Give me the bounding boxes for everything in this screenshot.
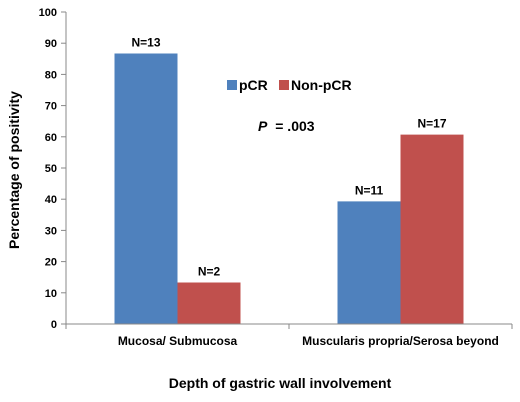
legend-swatch-pcr — [227, 80, 237, 90]
p-value-annotation: P = .003 — [258, 118, 315, 134]
y-tick-label-20: 20 — [45, 257, 57, 269]
legend-label-pcr: pCR — [239, 77, 268, 93]
x-tick-label-1: Mucosa/ Submucosa — [118, 334, 238, 348]
y-tick-label-0: 0 — [51, 319, 57, 331]
y-tick-label-70: 70 — [45, 101, 57, 113]
legend: pCR Non-pCR — [227, 77, 352, 93]
y-tick-label-100: 100 — [39, 7, 57, 19]
y-tick-label-80: 80 — [45, 69, 57, 81]
data-label-non-pcr-1: N=2 — [198, 265, 221, 279]
y-tick-label-50: 50 — [45, 163, 57, 175]
bar-non-pcr-2 — [400, 134, 464, 324]
data-label-pcr-1: N=13 — [131, 35, 160, 49]
p-value-symbol: P — [258, 118, 268, 134]
y-axis-title: Percentage of positivity — [6, 91, 22, 249]
data-label-pcr-2: N=11 — [355, 183, 384, 197]
y-tick-label-10: 10 — [45, 288, 57, 300]
x-axis-title: Depth of gastric wall involvement — [169, 375, 392, 391]
bar-pcr-2 — [337, 201, 401, 324]
bar-pcr-1 — [114, 53, 178, 324]
y-tick-label-40: 40 — [45, 194, 57, 206]
bar-non-pcr-1 — [177, 282, 241, 324]
y-tick-label-60: 60 — [45, 132, 57, 144]
legend-label-non-pcr: Non-pCR — [291, 77, 352, 93]
legend-swatch-non-pcr — [279, 80, 289, 90]
y-tick-label-30: 30 — [45, 225, 57, 237]
y-tick-label-90: 90 — [45, 38, 57, 50]
x-tick-label-2: Muscularis propria/Serosa beyond — [302, 334, 499, 348]
data-label-non-pcr-2: N=17 — [417, 117, 446, 131]
p-value-number: = .003 — [275, 118, 315, 134]
